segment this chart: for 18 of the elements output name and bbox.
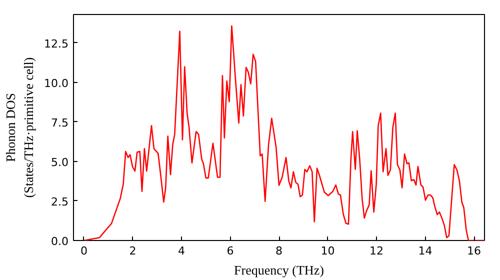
x-tick-label: 10 — [320, 244, 335, 258]
y-tick-label: 12.5 — [44, 37, 69, 50]
y-tick-label: 2.5 — [51, 195, 69, 208]
x-tick-label: 12 — [370, 244, 384, 258]
y-tick-label: 10.0 — [44, 76, 69, 90]
x-tick-label: 0 — [80, 244, 88, 258]
x-tick-label: 6 — [226, 244, 234, 258]
x-axis-title: Frequency (THz) — [234, 262, 324, 278]
y-tick-label: 5.0 — [51, 156, 69, 169]
y-tick-label: 0.0 — [51, 235, 69, 248]
y-axis-title: Phonon DOS (States/THz·primitive cell) — [3, 57, 36, 198]
x-tick-label: 8 — [276, 244, 282, 258]
x-tick-label: 14 — [418, 244, 432, 258]
x-tick-label: 2 — [129, 244, 136, 258]
y-tick-label: 7.5 — [51, 116, 69, 130]
x-tick-label: 16 — [467, 244, 482, 258]
line-series — [83, 25, 484, 240]
x-tick-label: 4 — [178, 244, 185, 258]
